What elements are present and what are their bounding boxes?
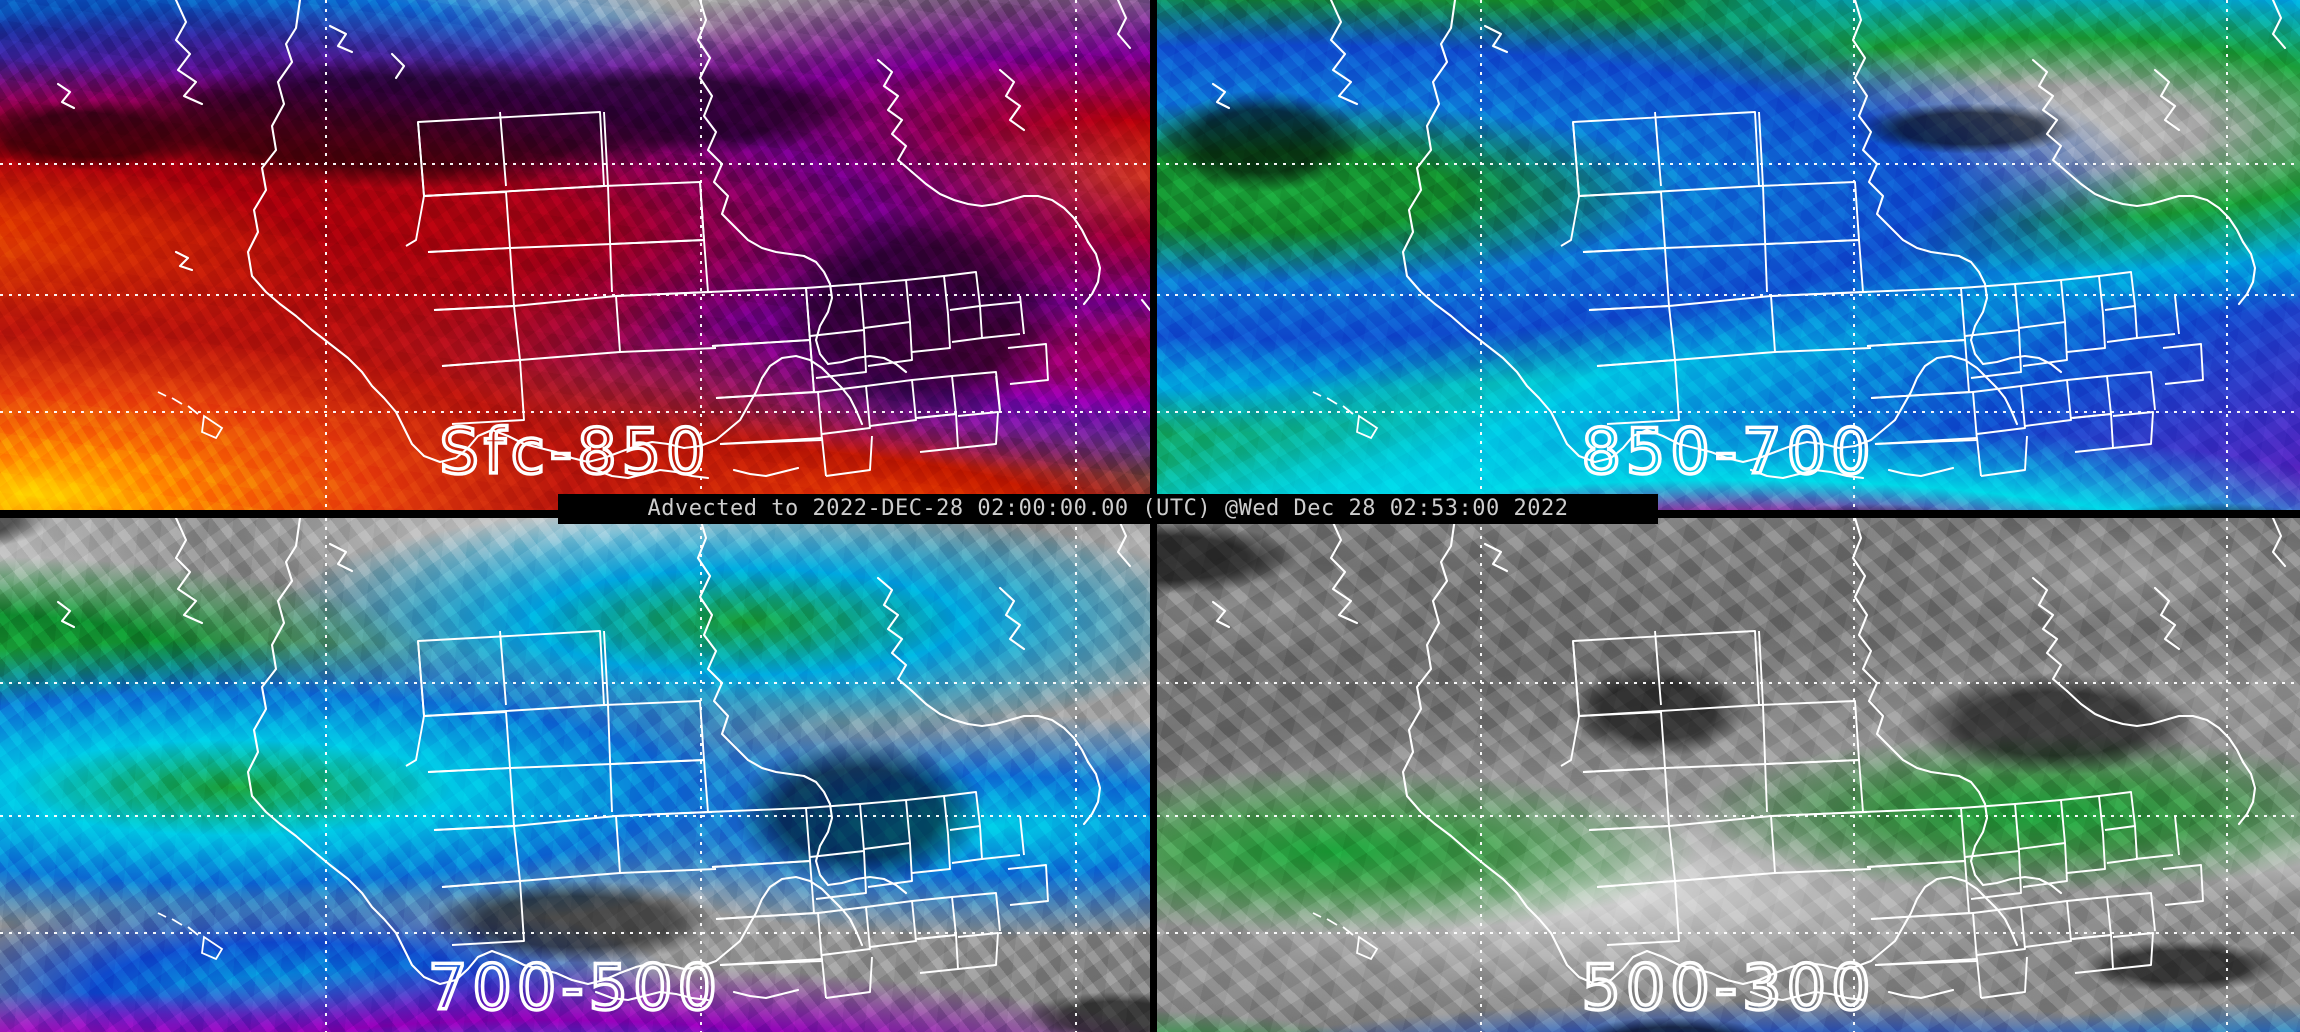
- imagery-field: [0, 0, 1150, 510]
- panel-sfc-850[interactable]: Sfc-850: [0, 0, 1150, 510]
- panel-label: 700-500: [426, 949, 723, 1026]
- panel-label: 500-300: [1580, 949, 1876, 1026]
- timestamp-caption: Advected to 2022-DEC-28 02:00:00.00 (UTC…: [558, 494, 1658, 524]
- panel-500-300[interactable]: 500-300: [1157, 518, 2300, 1032]
- panel-label: 850-700: [1580, 413, 1876, 490]
- map-overlay: [56, 0, 1150, 480]
- map-overlay: [56, 518, 1132, 1002]
- map-overlay: [1211, 518, 2287, 1002]
- panel-850-700[interactable]: 850-700: [1157, 0, 2300, 510]
- panel-label: Sfc-850: [438, 413, 711, 490]
- map-overlay: [1211, 0, 2287, 480]
- panel-700-500[interactable]: 700-500: [0, 518, 1150, 1032]
- imagery-field: [0, 518, 1150, 1032]
